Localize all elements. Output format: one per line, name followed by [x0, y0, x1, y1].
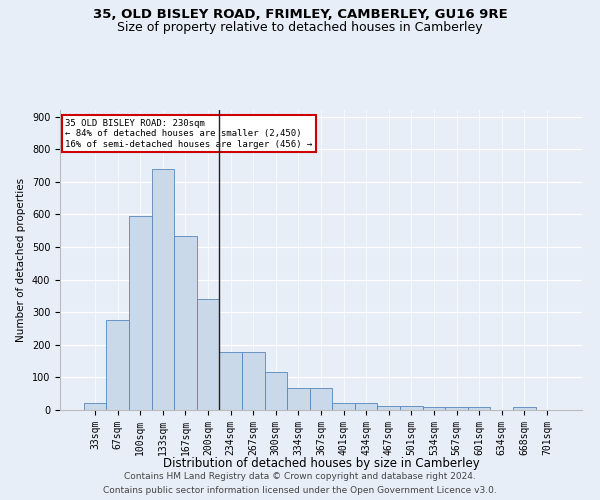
Text: 35, OLD BISLEY ROAD, FRIMLEY, CAMBERLEY, GU16 9RE: 35, OLD BISLEY ROAD, FRIMLEY, CAMBERLEY,… — [92, 8, 508, 20]
Bar — [287, 388, 310, 410]
Text: Size of property relative to detached houses in Camberley: Size of property relative to detached ho… — [117, 21, 483, 34]
Bar — [197, 299, 220, 410]
Text: 35 OLD BISLEY ROAD: 230sqm
← 84% of detached houses are smaller (2,450)
16% of s: 35 OLD BISLEY ROAD: 230sqm ← 84% of deta… — [65, 119, 313, 149]
Bar — [377, 406, 400, 410]
Bar — [355, 403, 377, 410]
Bar — [265, 372, 287, 410]
Bar — [152, 168, 174, 410]
Bar — [422, 406, 445, 410]
Bar — [332, 403, 355, 410]
Text: Contains HM Land Registry data © Crown copyright and database right 2024.: Contains HM Land Registry data © Crown c… — [124, 472, 476, 481]
Bar — [220, 352, 242, 410]
Bar — [242, 352, 265, 410]
Bar — [310, 388, 332, 410]
Y-axis label: Number of detached properties: Number of detached properties — [16, 178, 26, 342]
Bar — [106, 320, 129, 410]
Text: Contains public sector information licensed under the Open Government Licence v3: Contains public sector information licen… — [103, 486, 497, 495]
Bar — [174, 236, 197, 410]
Bar — [445, 406, 468, 410]
Bar — [513, 408, 536, 410]
Bar — [400, 406, 422, 410]
Bar — [129, 216, 152, 410]
Text: Distribution of detached houses by size in Camberley: Distribution of detached houses by size … — [163, 458, 479, 470]
Bar — [84, 403, 106, 410]
Bar — [468, 408, 490, 410]
